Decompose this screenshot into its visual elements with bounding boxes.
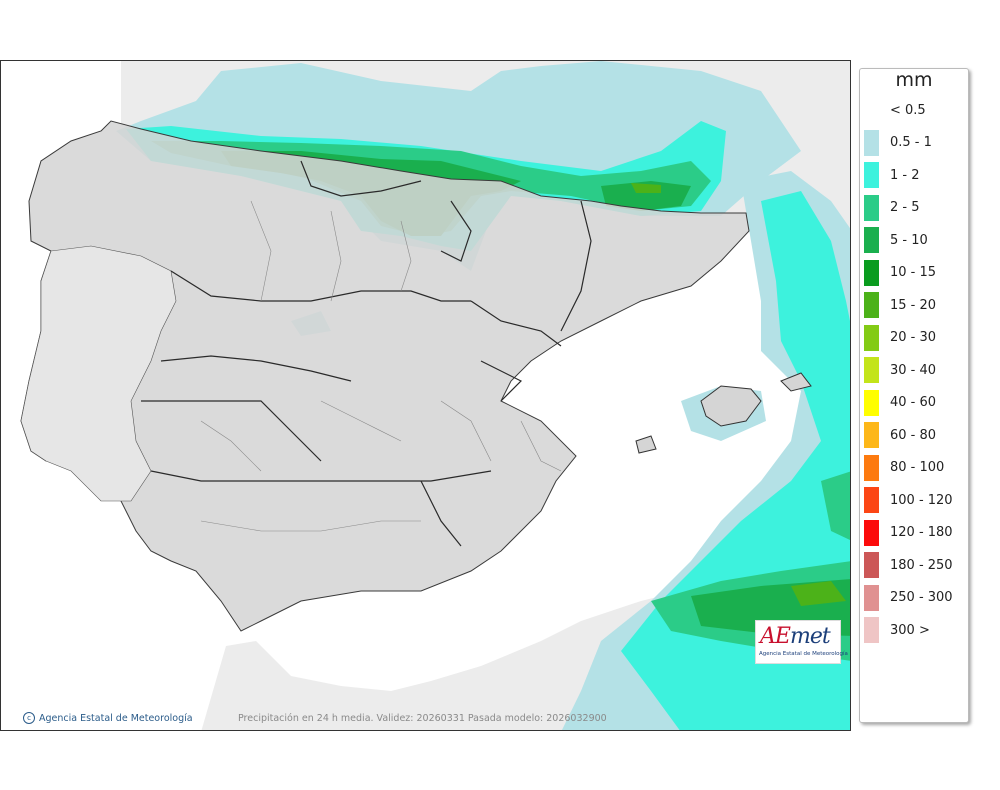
legend-item: 1 - 2 (864, 162, 920, 188)
legend-label: 100 - 120 (890, 492, 953, 508)
legend-label: 0.5 - 1 (890, 135, 932, 150)
legend-label: 2 - 5 (890, 200, 920, 215)
aemet-logo: AEmet Agencia Estatal de Meteorología (755, 620, 848, 664)
legend-item: 120 - 180 (864, 519, 953, 546)
legend-item: 180 - 250 (864, 552, 953, 578)
legend-item: 80 - 100 (864, 454, 945, 481)
legend-swatch (864, 617, 879, 643)
legend-label: 15 - 20 (890, 297, 937, 313)
precipitation-legend: mm < 0.5 0.5 - 1 1 - 2 2 - 5 5 - 10 10 - 15 15… (859, 68, 969, 723)
legend-swatch (864, 487, 879, 513)
legend-label: 300 > (890, 622, 930, 638)
legend-label: 20 - 30 (890, 330, 937, 345)
legend-item: 0.5 - 1 (864, 129, 932, 156)
legend-swatch (864, 162, 879, 188)
legend-label: 120 - 180 (890, 525, 953, 540)
legend-swatch (864, 357, 879, 383)
legend-swatch (864, 97, 879, 123)
legend-swatch (864, 129, 879, 156)
legend-label: 250 - 300 (890, 590, 953, 605)
legend-item: 250 - 300 (864, 584, 953, 611)
map-canvas (20, 61, 850, 730)
menorca-island (780, 372, 812, 392)
legend-swatch (864, 227, 879, 253)
logo-subtitle: Agencia Estatal de Meteorología (759, 651, 848, 657)
legend-label: 180 - 250 (890, 557, 953, 573)
legend-item: 60 - 80 (864, 422, 936, 448)
legend-item: 100 - 120 (864, 487, 953, 513)
legend-swatch (864, 324, 879, 351)
legend-swatch (864, 584, 879, 611)
legend-item: 2 - 5 (864, 194, 920, 221)
legend-swatch (864, 552, 879, 578)
agency-credit: c Agencia Estatal de Meteorología (23, 712, 193, 724)
legend-label: < 0.5 (890, 102, 926, 118)
legend-item: 300 > (864, 617, 930, 643)
ibiza-island (635, 435, 657, 454)
legend-swatch (864, 389, 879, 416)
legend-item: 10 - 15 (864, 259, 937, 286)
legend-item: 40 - 60 (864, 389, 937, 416)
logo-wordmark: AEmet (760, 624, 831, 649)
legend-swatch (864, 292, 879, 318)
legend-label: 80 - 100 (890, 460, 945, 475)
copyright-icon: c (23, 712, 35, 724)
legend-item: 30 - 40 (864, 357, 936, 383)
credit-text: Agencia Estatal de Meteorología (39, 712, 193, 724)
map-caption: Precipitación en 24 h media. Validez: 20… (238, 713, 607, 724)
mallorca-island (700, 385, 762, 427)
portugal-land (20, 245, 177, 502)
legend-label: 40 - 60 (890, 395, 937, 410)
legend-item: 15 - 20 (864, 292, 936, 318)
legend-item: 5 - 10 (864, 227, 928, 253)
legend-swatch (864, 259, 879, 286)
legend-unit: mm (895, 69, 933, 91)
legend-label: 30 - 40 (890, 362, 937, 378)
legend-swatch (864, 422, 879, 448)
legend-label: 60 - 80 (890, 427, 937, 443)
legend-swatch (864, 519, 879, 546)
precip-15-20 (631, 183, 846, 606)
precipitation-map: c Agencia Estatal de Meteorología Precip… (0, 60, 851, 731)
province-boundaries (200, 200, 562, 532)
legend-label: 1 - 2 (890, 167, 920, 183)
legend-label: 10 - 15 (890, 265, 937, 280)
legend-item: < 0.5 (864, 97, 926, 123)
legend-swatch (864, 194, 879, 221)
legend-swatch (864, 454, 879, 481)
legend-label: 5 - 10 (890, 232, 928, 248)
regional-boundaries (141, 160, 592, 547)
legend-item: 20 - 30 (864, 324, 937, 351)
